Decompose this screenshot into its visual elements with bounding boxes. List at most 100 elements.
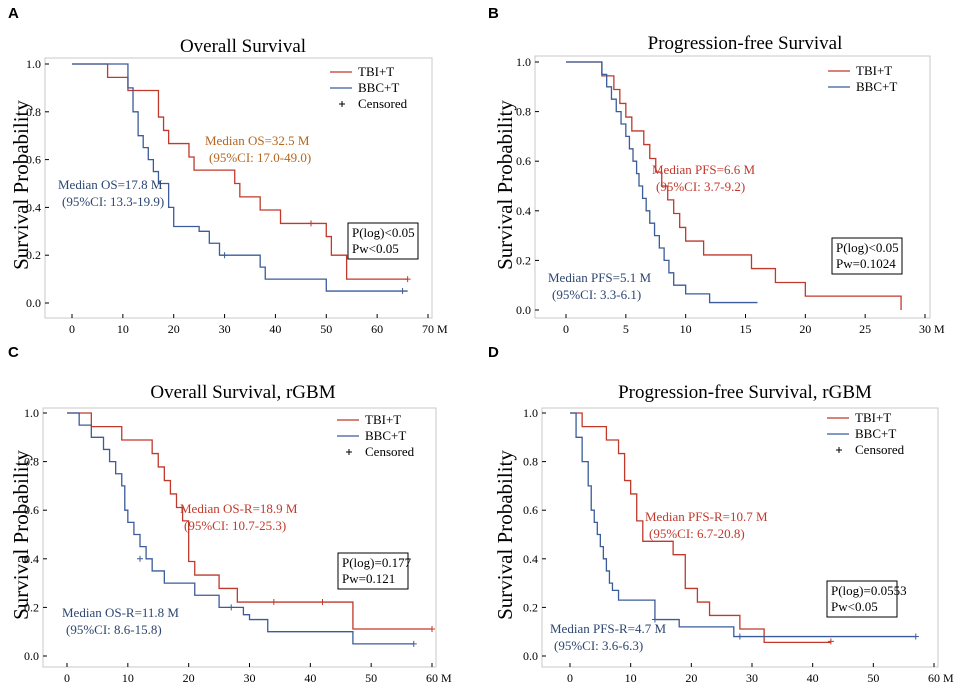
panel-c-censor-mark: [429, 626, 435, 633]
panel-d-x-tick-label: 40: [807, 671, 819, 685]
panel-d-median-annotation: (95%CI: 3.6-6.3): [554, 638, 643, 653]
panel-d-x-tick-label: 10: [625, 671, 637, 685]
panel-a-censor-mark: [308, 220, 315, 227]
panel-b-letter: B: [488, 5, 499, 22]
panel-a-censor-mark: [404, 276, 411, 283]
panel-b-x-tick-label: 5: [623, 322, 629, 336]
panel-a-legend-label: TBI+T: [358, 64, 394, 79]
panel-a-x-tick-label: 10: [117, 322, 129, 336]
panel-c-legend-label: Censored: [365, 444, 415, 459]
panel-c-censor-mark: [270, 599, 277, 606]
panel-a-censor-mark: [399, 288, 406, 295]
panel-a-stats-line: P(log)<0.05: [352, 225, 415, 240]
panel-a-x-tick-label: 30: [219, 322, 231, 336]
panel-b-y-tick-label: 0.8: [516, 105, 531, 119]
panel-d-y-tick-label: 0.4: [523, 552, 538, 566]
panel-c-title: Overall Survival, rGBM: [150, 382, 335, 403]
panel-a-y-tick-label: 0.4: [26, 200, 41, 214]
panel-a-title: Overall Survival: [180, 36, 306, 57]
panel-b-median-annotation: (95%CI: 3.3-6.1): [552, 287, 641, 302]
panel-b-stats-line: Pw=0.1024: [836, 256, 896, 271]
panel-c-plot-frame: [42, 407, 437, 668]
panel-c-median-annotation: (95%CI: 10.7-25.3): [184, 518, 286, 533]
panel-c-legend-label: TBI+T: [365, 412, 401, 427]
panel-c-y-axis-label: Survival Probability: [9, 450, 33, 620]
panel-d-legend-censored-symbol: [836, 447, 842, 453]
panel-a-y-tick-label: 0.2: [26, 248, 41, 262]
panel-d-y-tick-label: 0.8: [523, 455, 538, 469]
panel-b-median-annotation: (95%CI: 3.7-9.2): [656, 179, 745, 194]
panel-c-curve-tbit: [67, 412, 432, 630]
panel-d-curve-tbit: [570, 412, 831, 644]
panel-c-legend-label: BBC+T: [365, 428, 406, 443]
panel-a-x-tick-label: 20: [168, 322, 180, 336]
panel-a-curve-tbit: [72, 63, 408, 280]
panel-b-median-annotation: Median PFS=6.6 M: [652, 162, 755, 177]
panel-b-y-tick-label: 0.6: [516, 154, 531, 168]
panel-c-x-tick-label: 20: [183, 671, 195, 685]
panel-b-y-tick-label: 0.2: [516, 253, 531, 267]
panel-d-median-annotation: Median PFS-R=4.7 M: [550, 621, 666, 636]
panel-d-y-tick-label: 0.6: [523, 503, 538, 517]
panel-d-x-tick-label: 50: [867, 671, 879, 685]
panel-c-stats-box: [337, 552, 409, 590]
panel-a-y-tick-label: 0.6: [26, 153, 41, 167]
panel-a-y-tick-label: 1.0: [26, 57, 41, 71]
panel-d-censor-mark: [736, 633, 743, 640]
panel-a-censor-mark: [221, 252, 228, 259]
panel-c-median-annotation: Median OS-R=11.8 M: [62, 605, 179, 620]
panel-d-legend-label: BBC+T: [855, 426, 896, 441]
panel-b-curve-tbit: [566, 61, 902, 310]
panel-c-y-tick-label: 0.6: [24, 503, 39, 517]
panel-d-median-annotation: (95%CI: 6.7-20.8): [649, 526, 745, 541]
panel-c-y-tick-label: 0.8: [24, 455, 39, 469]
panel-a-curve-bbct: [72, 63, 408, 292]
panel-b-x-tick-label: 15: [740, 322, 752, 336]
panel-a-y-tick-label: 0.8: [26, 105, 41, 119]
panel-b-curve-bbct: [566, 61, 758, 304]
panel-d-y-tick-label: 1.0: [523, 406, 538, 420]
panel-c-x-tick-label: 50: [365, 671, 377, 685]
panel-a-x-tick-label: 60: [371, 322, 383, 336]
panel-d-plot-frame: [541, 407, 939, 668]
panel-b-x-tick-label: 0: [563, 322, 569, 336]
panel-c-x-tick-label: 40: [304, 671, 316, 685]
panel-b-legend-label: TBI+T: [856, 63, 892, 78]
panel-c-y-tick-label: 0.4: [24, 552, 39, 566]
panel-a-x-tick-label: 40: [269, 322, 281, 336]
panel-d-x-tick-label: 0: [567, 671, 573, 685]
panel-c-censor-mark: [137, 555, 143, 562]
panel-d-median-annotation: Median PFS-R=10.7 M: [645, 509, 768, 524]
panel-b-x-tick-label: 10: [680, 322, 692, 336]
panel-a-y-axis-label: Survival Probability: [9, 100, 33, 270]
panel-b-y-tick-label: 1.0: [516, 55, 531, 69]
panel-b-y-tick-label: 0.0: [516, 303, 531, 317]
panel-a-stats-line: Pw<0.05: [352, 241, 399, 256]
panel-a-x-tick-label: 70 M: [422, 322, 448, 336]
panel-d-legend-label: TBI+T: [855, 410, 891, 425]
panel-d-censor-mark: [912, 633, 919, 640]
panel-a-median-annotation: Median OS=32.5 M: [205, 133, 310, 148]
panel-a-median-annotation: (95%CI: 17.0-49.0): [209, 150, 311, 165]
panel-c-median-annotation: (95%CI: 8.6-15.8): [66, 622, 162, 637]
panel-c-curve-bbct: [67, 412, 414, 645]
panel-d-censor-mark: [827, 638, 834, 645]
panel-a-legend-censored-symbol: [339, 101, 345, 107]
panel-d-y-axis-label: Survival Probability: [493, 450, 517, 620]
panel-b-x-tick-label: 30 M: [919, 322, 945, 336]
panel-c-stats-line: Pw=0.121: [342, 571, 395, 586]
panel-d-title: Progression-free Survival, rGBM: [618, 382, 872, 403]
panel-c-censor-mark: [319, 599, 326, 606]
panel-d-stats-line: P(log)=0.0553: [831, 583, 907, 598]
panel-b-title: Progression-free Survival: [648, 33, 843, 54]
panel-b-plot-frame: [534, 55, 931, 319]
panel-d-curve-bbct: [570, 412, 916, 638]
panel-d-censor-mark: [651, 616, 658, 623]
panel-b-stats-line: P(log)<0.05: [836, 240, 899, 255]
panel-d-y-tick-label: 0.0: [523, 649, 538, 663]
panel-d-letter: D: [488, 344, 499, 361]
panel-c-y-tick-label: 1.0: [24, 406, 39, 420]
panel-a-x-tick-label: 50: [320, 322, 332, 336]
panel-c-censor-mark: [410, 640, 417, 647]
panel-c-legend-censored-symbol: [346, 449, 352, 455]
